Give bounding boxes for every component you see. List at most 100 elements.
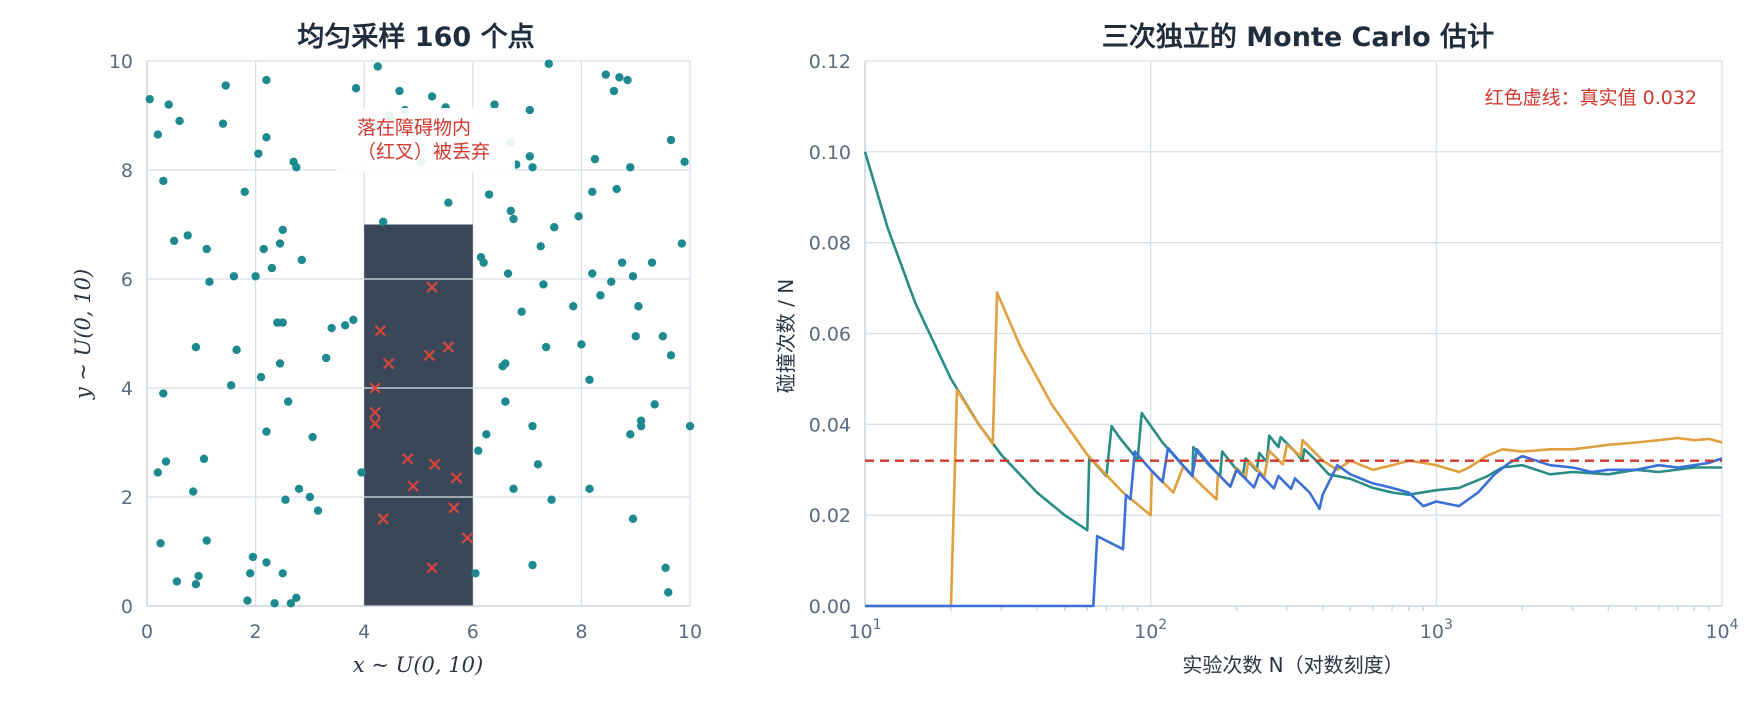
accepted-point [628, 514, 638, 523]
scatter-x-tick-label: 8 [575, 621, 587, 643]
scatter-x-tick-label: 4 [358, 621, 370, 643]
accepted-point [297, 255, 306, 265]
accepted-point [262, 133, 271, 142]
rejected-point [382, 357, 395, 370]
accepted-point [278, 569, 287, 578]
scatter-x-tick-label: 2 [250, 621, 262, 643]
accepted-point [294, 484, 304, 494]
accepted-point [636, 416, 646, 425]
obstacle-rect [364, 224, 473, 606]
accepted-point [373, 62, 382, 71]
line-ticks: 0.00 0.02 0.04 0.06 0.08 0.10 0.12 101 102 103 104 [809, 51, 1739, 643]
accepted-point [278, 225, 287, 235]
accepted-point [313, 506, 323, 515]
accepted-point [169, 236, 179, 246]
scatter-x-label: x ~ U(0, 10) [353, 653, 483, 677]
accepted-point [634, 302, 643, 311]
accepted-point [427, 92, 437, 101]
annotation-line-2: （红叉）被丢弃 [357, 141, 490, 163]
accepted-point [517, 307, 526, 316]
rejected-point [369, 417, 381, 430]
rejected-mark-stroke [401, 453, 414, 465]
accepted-point [685, 421, 695, 431]
accepted-point [145, 94, 154, 104]
accepted-point [229, 272, 239, 281]
accepted-point [471, 569, 480, 578]
accepted-point [601, 70, 611, 79]
line-grid [864, 60, 1723, 607]
accepted-point [245, 569, 255, 578]
annotation-box [337, 108, 515, 172]
accepted-point [248, 552, 258, 562]
accepted-point [256, 372, 266, 382]
rejected-point [429, 458, 441, 471]
scatter-x-tick-label: 0 [141, 621, 153, 643]
accepted-point [327, 323, 336, 333]
accepted-point [191, 580, 201, 589]
accepted-point [283, 397, 293, 406]
scatter-points [145, 59, 695, 608]
true-value-annotation: 红色虚线：真实值 0.032 [1485, 87, 1697, 109]
accepted-point [357, 468, 366, 477]
rejected-mark-stroke [407, 480, 419, 492]
accepted-point [159, 389, 168, 398]
rejected-point [426, 562, 438, 574]
rejected-point [369, 382, 381, 394]
line-chart: 三次独立的 Monte Carlo 估计 0.000.020.040.060.0… [774, 21, 1739, 677]
accepted-point [501, 397, 510, 406]
series-line-2 [865, 291, 1723, 608]
accepted-point [506, 206, 516, 216]
accepted-point [528, 163, 537, 172]
rejected-mark-stroke [426, 562, 438, 574]
accepted-point [503, 269, 513, 278]
rejected-mark-stroke [369, 406, 381, 419]
annotation-line-1: 落在障碍物内 [357, 117, 471, 139]
rejected-mark-stroke [374, 324, 387, 337]
accepted-point [270, 599, 279, 608]
accepted-point [226, 381, 236, 390]
rejected-point [442, 341, 455, 353]
line-y-label: 碰撞次数 / N [774, 279, 798, 393]
accepted-point [539, 280, 548, 289]
series-line-3 [865, 446, 1723, 608]
accepted-point [232, 345, 241, 355]
accepted-point [544, 59, 554, 68]
accepted-point [240, 187, 249, 196]
rejected-mark-stroke [429, 458, 441, 471]
accepted-point [664, 588, 673, 597]
line-x-tick-label: 101 [848, 617, 881, 643]
scatter-y-tick-label: 10 [109, 51, 133, 73]
line-chart-title: 三次独立的 Monte Carlo 估计 [1102, 21, 1494, 53]
accepted-point [188, 487, 198, 496]
accepted-point [574, 212, 583, 221]
accepted-point [547, 495, 556, 504]
scatter-chart-title: 均匀采样 160 个点 [297, 21, 534, 53]
line-x-tick-label: 102 [1134, 617, 1167, 643]
accepted-point [509, 214, 518, 224]
obstacle-gridlines [364, 278, 473, 498]
accepted-point [585, 484, 594, 494]
accepted-point [194, 571, 203, 581]
accepted-point [626, 163, 635, 172]
accepted-point [525, 152, 535, 161]
accepted-point [153, 130, 163, 139]
accepted-point [474, 446, 483, 455]
rejected-mark-stroke [448, 502, 460, 514]
accepted-point [321, 353, 331, 363]
accepted-point [528, 560, 537, 570]
accepted-point [340, 321, 350, 330]
accepted-point [191, 342, 201, 352]
accepted-point [490, 100, 499, 109]
rejected-point [369, 406, 381, 419]
accepted-point [528, 421, 537, 431]
accepted-point [395, 86, 404, 96]
rejected-point [461, 532, 474, 544]
accepted-point [205, 277, 214, 286]
accepted-point [243, 596, 252, 605]
series-line-1 [863, 151, 1722, 532]
accepted-point [661, 563, 670, 573]
accepted-point [509, 484, 518, 494]
accepted-point [308, 432, 317, 442]
rejected-mark-stroke [442, 341, 455, 353]
